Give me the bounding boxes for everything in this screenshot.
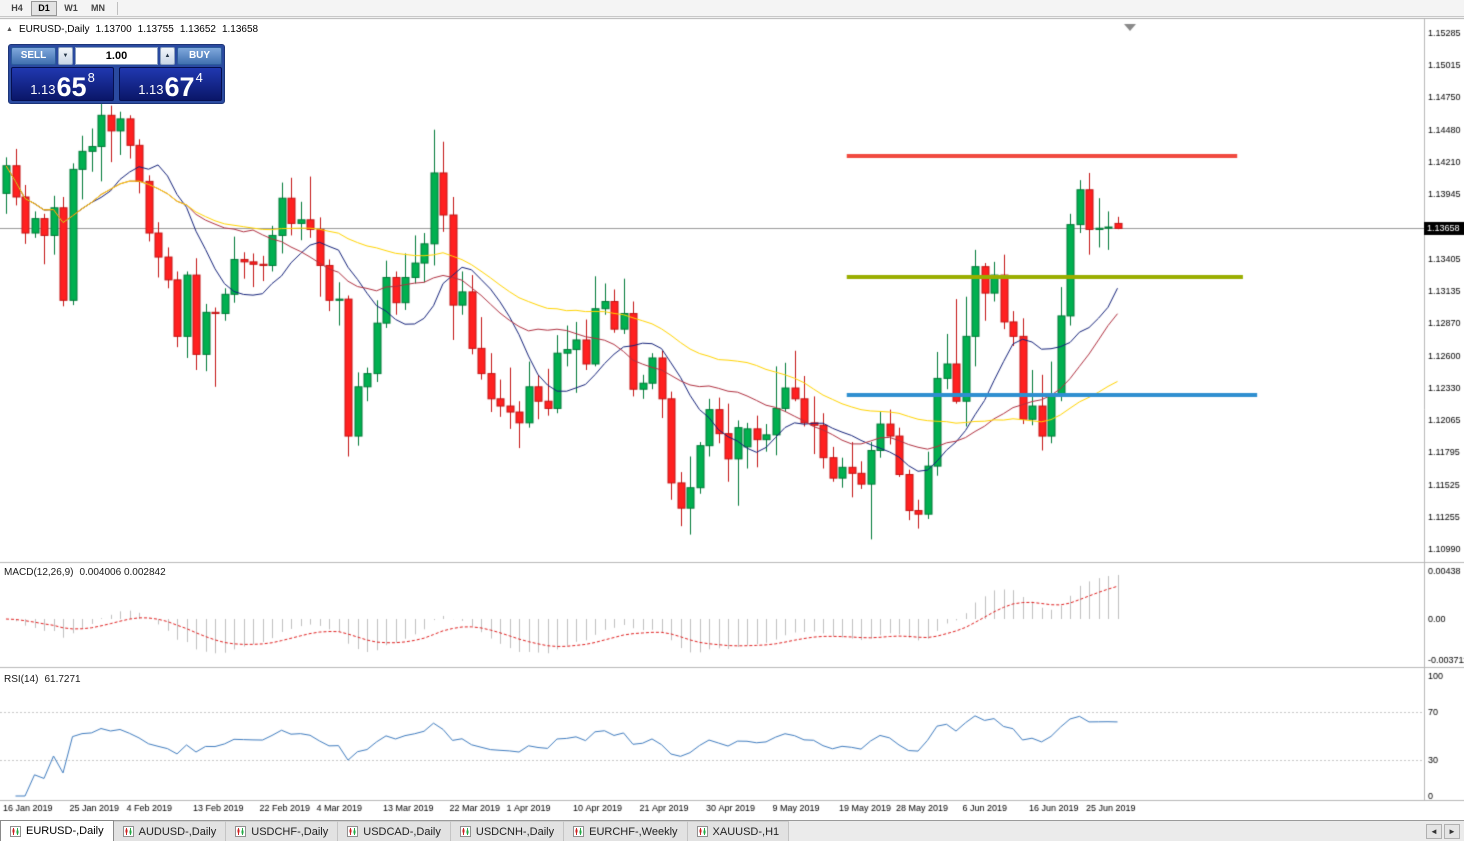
chart-tab-icon bbox=[573, 826, 585, 837]
timeframe-button-w1[interactable]: W1 bbox=[58, 0, 84, 16]
chart-tab-icon bbox=[235, 826, 247, 837]
rsi-value: 61.7271 bbox=[44, 674, 81, 685]
tab-label: USDCNH-,Daily bbox=[475, 825, 555, 838]
rsi-title: RSI(14) bbox=[4, 674, 39, 685]
tab-usdcad-daily[interactable]: USDCAD-,Daily bbox=[338, 821, 451, 841]
chart-tab-icon bbox=[696, 826, 708, 837]
chart-tab-icon bbox=[122, 826, 134, 837]
ohlc-open: 1.13700 bbox=[95, 24, 132, 35]
tab-label: EURUSD-,Daily bbox=[26, 825, 104, 837]
tab-usdchf-daily[interactable]: USDCHF-,Daily bbox=[226, 821, 339, 841]
chart-header: ▲ EURUSD-,Daily 1.13700 1.13755 1.13652 … bbox=[6, 24, 258, 35]
tab-label: AUDUSD-,Daily bbox=[138, 825, 217, 838]
volume-decrease-button[interactable]: ▼ bbox=[58, 47, 73, 65]
chart-symbol-period: EURUSD-,Daily bbox=[18, 24, 90, 35]
macd-title: MACD(12,26,9) bbox=[4, 567, 74, 578]
macd-indicator-label: MACD(12,26,9) 0.004006 0.002842 bbox=[4, 567, 166, 578]
tab-usdcnh-daily[interactable]: USDCNH-,Daily bbox=[450, 821, 565, 841]
sell-price-button[interactable]: 1.13 65 8 bbox=[11, 67, 114, 101]
ohlc-low: 1.13652 bbox=[179, 24, 216, 35]
tab-scroll-left-button[interactable]: ◄ bbox=[1426, 824, 1442, 839]
buy-price-prefix: 1.13 bbox=[138, 82, 164, 97]
chart-tab-icon bbox=[10, 825, 21, 837]
buy-price-pips: 67 bbox=[164, 71, 195, 102]
tab-scroll-controls: ◄ ► bbox=[1426, 824, 1464, 841]
chart-window: ▲ EURUSD-,Daily 1.13700 1.13755 1.13652 … bbox=[0, 18, 1464, 820]
tab-label: XAUUSD-,H1 bbox=[712, 825, 780, 838]
timeframe-button-mn[interactable]: MN bbox=[85, 0, 111, 16]
price-chart-canvas[interactable] bbox=[0, 18, 1464, 820]
volume-input[interactable] bbox=[75, 47, 158, 65]
sell-price-pips: 65 bbox=[56, 71, 87, 102]
one-click-trading-panel: SELL ▼ ▲ BUY 1.13 65 8 1.13 67 4 bbox=[8, 44, 225, 104]
timeframe-toolbar: H4 D1 W1 MN bbox=[0, 0, 1464, 17]
tab-label: EURCHF-,Weekly bbox=[589, 825, 678, 838]
sell-price-prefix: 1.13 bbox=[30, 82, 56, 97]
tab-eurchf-weekly[interactable]: EURCHF-,Weekly bbox=[564, 821, 688, 841]
tab-label: USDCHF-,Daily bbox=[251, 825, 329, 838]
macd-values: 0.004006 0.002842 bbox=[79, 567, 166, 578]
rsi-indicator-label: RSI(14) 61.7271 bbox=[4, 674, 81, 685]
tab-eurusd-daily[interactable]: EURUSD-,Daily bbox=[0, 820, 114, 841]
tab-scroll-right-button[interactable]: ► bbox=[1444, 824, 1460, 839]
sell-button[interactable]: SELL bbox=[11, 47, 56, 65]
volume-increase-button[interactable]: ▲ bbox=[160, 47, 175, 65]
toolbar-separator bbox=[117, 1, 118, 15]
buy-price-point: 4 bbox=[195, 70, 203, 85]
ohlc-close: 1.13658 bbox=[221, 24, 259, 35]
tab-label: USDCAD-,Daily bbox=[363, 825, 441, 838]
chart-tab-bar: EURUSD-,Daily AUDUSD-,Daily USDCHF-,Daily U… bbox=[0, 820, 1464, 841]
timeframe-button-d1[interactable]: D1 bbox=[31, 0, 57, 16]
sell-price-point: 8 bbox=[87, 70, 95, 85]
buy-button[interactable]: BUY bbox=[177, 47, 222, 65]
collapse-header-icon[interactable]: ▲ bbox=[6, 26, 13, 33]
buy-price-button[interactable]: 1.13 67 4 bbox=[119, 67, 222, 101]
chart-tab-icon bbox=[347, 826, 359, 837]
tab-audusd-daily[interactable]: AUDUSD-,Daily bbox=[113, 821, 227, 841]
chart-tab-icon bbox=[459, 826, 471, 837]
tab-xauusd-h1[interactable]: XAUUSD-,H1 bbox=[687, 821, 790, 841]
timeframe-button-h4[interactable]: H4 bbox=[4, 0, 30, 16]
chart-tabs: EURUSD-,Daily AUDUSD-,Daily USDCHF-,Daily U… bbox=[0, 820, 790, 841]
ohlc-high: 1.13755 bbox=[137, 24, 174, 35]
